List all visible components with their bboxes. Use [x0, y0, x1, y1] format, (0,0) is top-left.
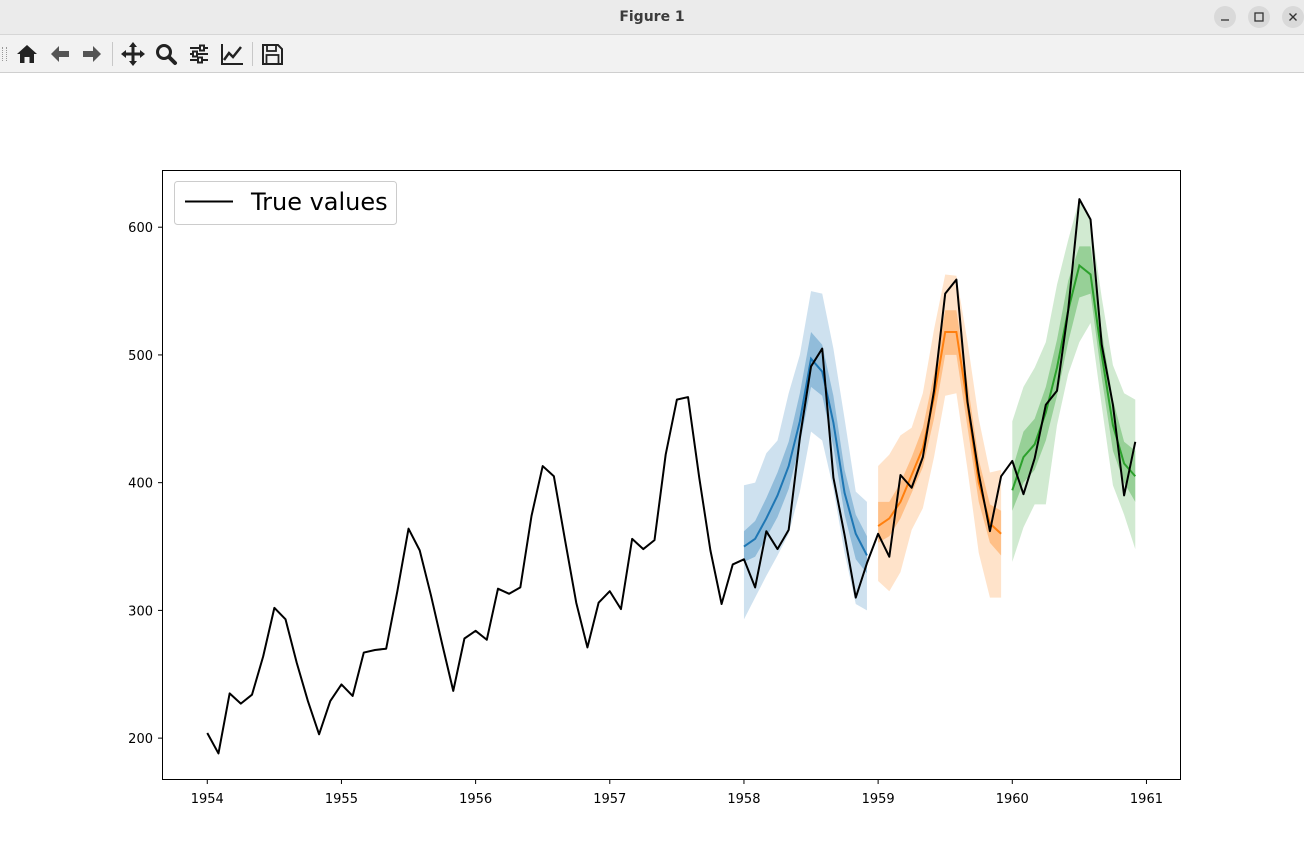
forecast-outer-interval-3 [1012, 199, 1136, 562]
x-tick-label: 1954 [191, 792, 224, 807]
forecast-outer-interval-2 [878, 274, 1002, 598]
save-icon[interactable] [257, 39, 287, 69]
x-tick-label: 1956 [459, 792, 492, 807]
configure-subplots-icon[interactable] [184, 39, 214, 69]
y-axis: 200 300 400 500 600 [128, 221, 163, 747]
window-title: Figure 1 [619, 9, 685, 25]
x-tick-label: 1961 [1130, 792, 1163, 807]
series-lines [206, 198, 1137, 755]
window-titlebar: Figure 1 [0, 0, 1304, 35]
toolbar-separator [252, 42, 253, 66]
back-icon[interactable] [45, 39, 75, 69]
y-tick-label: 400 [128, 477, 153, 492]
home-icon[interactable] [12, 39, 42, 69]
y-tick-label: 200 [128, 732, 153, 747]
edit-axis-icon[interactable] [217, 39, 247, 69]
forecast-mean-line-3 [1011, 263, 1137, 491]
forward-icon[interactable] [77, 39, 107, 69]
axes-frame [162, 170, 1181, 780]
x-tick-label: 1958 [727, 792, 760, 807]
forecast-mean-line-1 [743, 356, 868, 556]
navigation-toolbar [0, 35, 1304, 73]
zoom-icon[interactable] [151, 39, 181, 69]
forecast-inner-interval-1 [743, 331, 867, 574]
maximize-icon[interactable] [1248, 6, 1270, 28]
true-values-line [206, 198, 1137, 755]
pan-icon[interactable] [118, 39, 148, 69]
legend: True values [174, 181, 397, 225]
y-tick-label: 600 [128, 221, 153, 236]
legend-label-true-values: True values [250, 188, 388, 216]
y-tick-label: 300 [128, 604, 153, 619]
forecast-intervals [743, 199, 1136, 620]
x-tick-label: 1955 [325, 792, 358, 807]
forecast-mean-line-2 [877, 330, 1002, 535]
x-tick-label: 1960 [996, 792, 1029, 807]
y-tick-label: 500 [128, 349, 153, 364]
x-tick-label: 1957 [593, 792, 626, 807]
forecast-outer-interval-1 [743, 291, 867, 620]
legend-box [174, 181, 397, 225]
x-axis: 1954 1955 1956 1957 1958 1959 1960 1961 [191, 779, 1163, 807]
forecast-inner-interval-3 [1012, 246, 1136, 511]
toolbar-grip[interactable] [2, 47, 7, 61]
figure-canvas: 1954 1955 1956 1957 1958 1959 1960 1961 200 300 4… [128, 170, 1181, 807]
x-tick-label: 1959 [862, 792, 895, 807]
close-icon[interactable] [1282, 6, 1304, 28]
toolbar-separator [112, 42, 113, 66]
forecast-inner-interval-2 [878, 310, 1002, 556]
minimize-icon[interactable] [1214, 6, 1236, 28]
